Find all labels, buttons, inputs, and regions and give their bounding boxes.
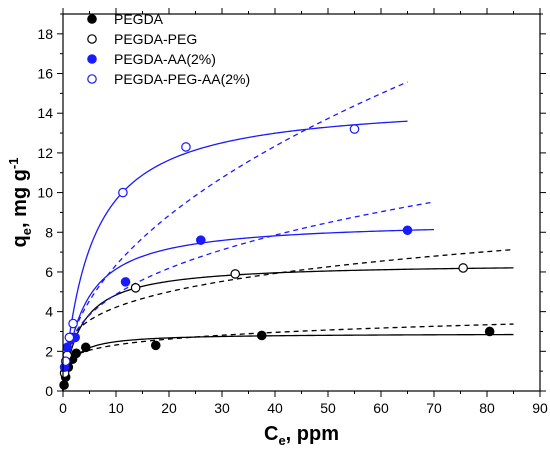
- data-point-pegda: [59, 380, 69, 390]
- y-tick-label: 4: [45, 304, 53, 320]
- x-tick-label: 70: [426, 400, 442, 416]
- y-tick-label: 0: [45, 383, 53, 399]
- x-axis-title: Ce, ppm: [264, 423, 339, 448]
- legend-marker-pegda-peg-aa-2: [87, 74, 97, 84]
- y-tick-label: 6: [45, 264, 53, 280]
- fit-line-pegda-aa-2-dashed: [62, 201, 435, 392]
- data-point-pegda-peg-aa-2: [181, 142, 191, 152]
- data-point-pegda-peg-aa-2: [64, 332, 75, 343]
- legend-label-pegda-aa-2: PEGDA-AA(2%): [114, 51, 216, 67]
- fit-line-pegda-peg-dashed: [62, 248, 514, 392]
- data-point-pegda-aa-2: [402, 225, 413, 236]
- fit-line-pegda-solid: [62, 333, 514, 392]
- data-point-pegda-peg-aa-2: [349, 124, 360, 134]
- data-point-pegda: [484, 326, 495, 337]
- legend-marker-pegda: [87, 14, 97, 24]
- fit-line-pegda-peg-solid: [62, 267, 514, 392]
- legend-marker-pegda-peg: [87, 34, 97, 44]
- data-point-pegda-peg-aa-2: [68, 318, 78, 329]
- data-point-pegda-peg: [130, 283, 141, 293]
- x-tick-label: 50: [320, 400, 336, 416]
- axes: 0 10 20 30 40 50 60 70 80 90 0 2 4 6 8 10 12 14 16 18: [37, 8, 548, 416]
- data-point-pegda: [256, 330, 267, 341]
- legend-label-pegda-peg-aa-2: PEGDA-PEG-AA(2%): [114, 71, 250, 87]
- y-tick-label: 14: [37, 105, 53, 121]
- legend: PEGDA PEGDA-PEG PEGDA-AA(2%) PEGDA-PEG-AA(2…: [87, 11, 250, 87]
- fit-line-pegda-aa-2-solid: [62, 228, 435, 392]
- y-tick-label: 8: [45, 224, 53, 240]
- y-tick-label: 16: [37, 66, 53, 82]
- y-tick-label: 10: [37, 185, 53, 201]
- y-axis-title: qe, mg g-1: [6, 158, 34, 248]
- x-tick-label: 30: [214, 400, 230, 416]
- fit-line-pegda-peg-aa-2-solid: [62, 120, 408, 392]
- data-point-pegda-peg: [230, 269, 241, 279]
- x-tick-label: 80: [479, 400, 495, 416]
- y-tick-label: 12: [37, 145, 53, 161]
- x-tick-label: 20: [161, 400, 177, 416]
- data-point-pegda-aa-2: [120, 277, 131, 287]
- data-point-pegda: [80, 342, 91, 353]
- data-point-pegda: [71, 348, 82, 359]
- x-tick-label: 90: [532, 400, 548, 416]
- legend-label-pegda-peg: PEGDA-PEG: [114, 31, 197, 47]
- data-point-pegda-aa-2: [196, 235, 206, 245]
- x-tick-label: 60: [373, 400, 389, 416]
- data-point-pegda-peg-aa-2: [118, 187, 128, 198]
- data-points: [59, 124, 495, 390]
- legend-marker-pegda-aa-2: [87, 54, 97, 64]
- y-tick-label: 2: [45, 343, 53, 359]
- x-tick-label: 40: [267, 400, 283, 416]
- fit-curves: [62, 81, 514, 392]
- x-tick-label: 0: [59, 400, 67, 416]
- data-point-pegda: [150, 340, 161, 351]
- y-tick-label: 18: [37, 26, 53, 42]
- data-point-pegda-aa-2: [62, 342, 73, 353]
- data-point-pegda-peg: [458, 263, 468, 273]
- legend-label-pegda: PEGDA: [114, 11, 164, 27]
- x-tick-label: 10: [108, 400, 124, 416]
